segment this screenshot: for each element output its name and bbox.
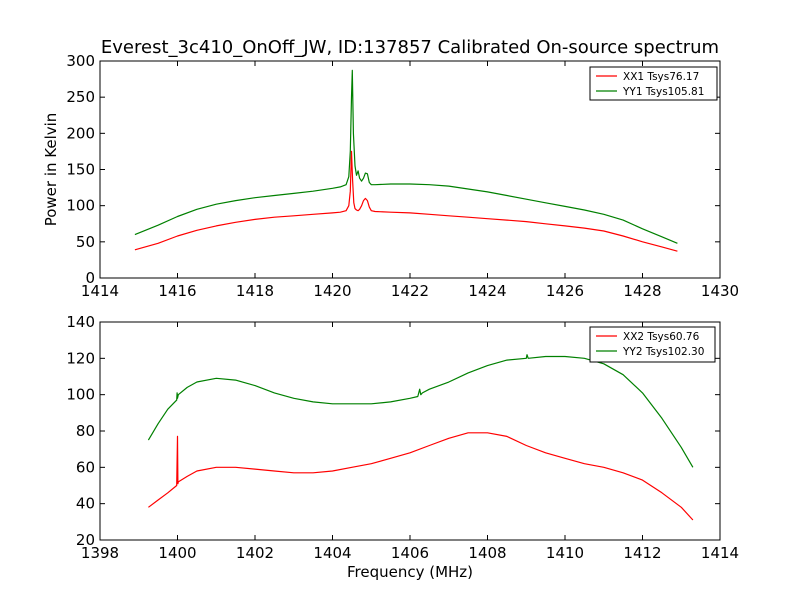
legend-box	[589, 66, 718, 101]
x-tick-label: 1428	[623, 282, 661, 300]
legend-label: YY2 Tsys102.30	[622, 346, 704, 358]
y-tick-label: 20	[76, 531, 95, 549]
x-tick-label: 1430	[701, 282, 739, 300]
series-line-1-2	[134, 69, 678, 244]
y-axis-label: Power in Kelvin	[42, 113, 60, 227]
panel-2: 1398 1400 1402 1404 1406 1408 1410 1412 1414 20 40…	[66, 313, 739, 581]
x-tick-label: 1398	[81, 544, 119, 562]
x-tick-label: 1420	[313, 282, 351, 300]
x-tick-label: 1400	[158, 544, 196, 562]
series-line-2-2	[147, 354, 694, 468]
x-tick-label: 1416	[158, 282, 196, 300]
x-axis-label: Frequency (MHz)	[347, 563, 473, 581]
y-tick-label: 0	[85, 269, 95, 287]
legend-box	[589, 326, 716, 363]
y-tick-label: 80	[76, 422, 95, 440]
y-tick-label: 300	[66, 52, 95, 70]
series-line-2-1	[148, 432, 694, 521]
x-tick-label: 1426	[546, 282, 584, 300]
legend: XX2 Tsys60.76 YY2 Tsys102.30	[589, 326, 716, 363]
panel-1: 1414 1416 1418 1420 1422 1424 1426 1428 1430 0 50 1…	[42, 52, 739, 300]
legend-label: XX2 Tsys60.76	[623, 331, 700, 343]
x-tick-label: 1412	[623, 544, 661, 562]
y-tick-label: 100	[66, 386, 95, 404]
y-tick-label: 200	[66, 124, 95, 142]
x-tick-label: 1414	[81, 282, 119, 300]
x-tick-label: 1422	[391, 282, 429, 300]
figure-title: Everest_3c410_OnOff_JW, ID:137857 Calibr…	[101, 37, 719, 58]
series-line-1-1	[134, 150, 678, 252]
x-tick-label: 1410	[546, 544, 584, 562]
x-tick-label: 1414	[701, 544, 739, 562]
y-tick-label: 50	[76, 233, 95, 251]
x-tick-label: 1424	[468, 282, 506, 300]
x-tick-label: 1418	[236, 282, 274, 300]
x-tick-label: 1402	[236, 544, 274, 562]
y-tick-label: 250	[66, 88, 95, 106]
y-tick-label: 150	[66, 161, 95, 179]
legend-label: YY1 Tsys105.81	[622, 86, 704, 98]
legend: XX1 Tsys76.17 YY1 Tsys105.81	[589, 66, 718, 101]
y-tick-label: 60	[76, 458, 95, 476]
y-tick-label: 40	[76, 495, 95, 513]
x-tick-label: 1404	[313, 544, 351, 562]
x-tick-label: 1406	[391, 544, 429, 562]
y-tick-label: 140	[66, 313, 95, 331]
y-tick-label: 100	[66, 197, 95, 215]
y-tick-label: 120	[66, 349, 95, 367]
legend-label: XX1 Tsys76.17	[623, 71, 699, 83]
x-tick-label: 1408	[468, 544, 506, 562]
